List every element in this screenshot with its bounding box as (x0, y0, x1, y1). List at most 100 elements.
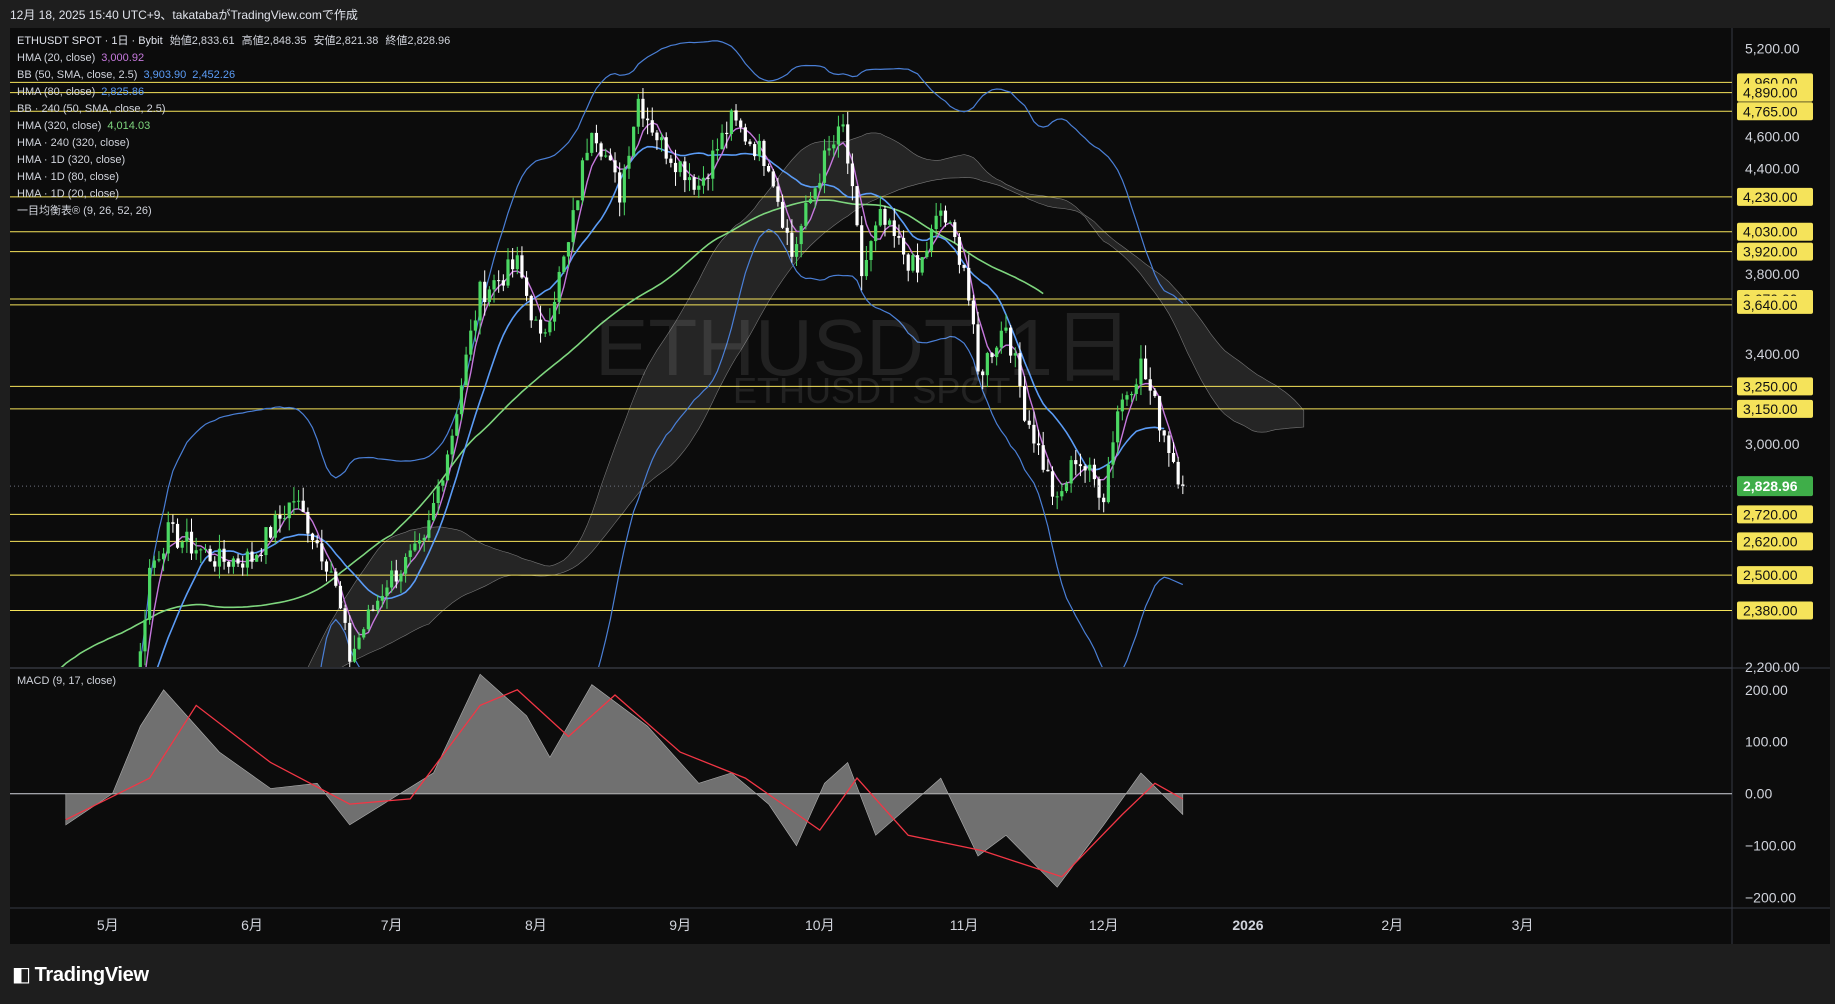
candle-body (632, 126, 636, 156)
indicator-row[interactable]: HMA (20, close) 3,000.92 (17, 50, 450, 67)
time-tick-label: 7月 (381, 917, 403, 933)
candle-body (1092, 464, 1096, 480)
indicator-label: 一目均衡表® (9, 26, 52, 26) (17, 205, 152, 217)
candle-body (566, 242, 571, 257)
candle-body (166, 522, 170, 554)
candle-body (469, 330, 473, 355)
candle-body (836, 126, 841, 145)
candle-body (264, 527, 268, 556)
candle-body (669, 158, 673, 163)
indicator-value: 3,903.90 (143, 69, 187, 81)
indicator-row[interactable]: HMA (320, close) 4,014.03 (17, 118, 450, 135)
candle-body (929, 229, 934, 251)
candle-body (762, 140, 766, 166)
indicator-row[interactable]: HMA (80, close) 2,825.86 (17, 84, 450, 101)
indicator-row[interactable]: HMA · 1D (20, close) (17, 186, 450, 203)
candle-body (241, 563, 245, 568)
candle-body (706, 177, 710, 179)
low-value: 2,821.38 (335, 35, 379, 47)
candle-body (767, 165, 771, 172)
indicator-row[interactable]: BB · 240 (50, SMA, close, 2.5) (17, 101, 450, 118)
candle-body (1097, 479, 1101, 498)
candle-body (306, 511, 310, 534)
time-tick-label: 3月 (1512, 917, 1534, 933)
candle-body (1022, 386, 1027, 421)
candle-body (427, 520, 431, 538)
candle-body (785, 227, 789, 233)
candle-body (413, 543, 417, 551)
candle-body (1176, 461, 1180, 485)
candle-body (1167, 435, 1171, 453)
time-tick-label: 10月 (805, 917, 835, 933)
candle-body (287, 502, 291, 519)
candle-body (911, 255, 915, 271)
candle-body (250, 551, 254, 562)
candle-body (827, 148, 831, 151)
indicator-label: HMA · 240 (320, close) (17, 137, 130, 149)
candle-body (217, 548, 222, 567)
candle-body (394, 570, 398, 582)
symbol-info[interactable]: ETHUSDT SPOT · 1日 · Bybit 始値2,833.61 高値2… (17, 35, 451, 47)
candle-body (417, 540, 422, 544)
candle-body (1074, 460, 1078, 465)
candle-body (720, 132, 724, 150)
candle-body (1055, 496, 1059, 498)
candle-body (376, 600, 380, 610)
candle-body (338, 585, 343, 609)
candle-body (492, 280, 496, 290)
candle-body (999, 330, 1003, 348)
candle-body (1111, 442, 1115, 465)
candle-body (520, 255, 524, 278)
candle-body (255, 554, 259, 562)
candle-body (1036, 443, 1041, 446)
candle-body (1064, 483, 1069, 492)
indicator-row[interactable]: HMA · 1D (80, close) (17, 169, 450, 186)
macd-signal-line (65, 689, 1184, 878)
symbol-watermark-sub: ETHUSDT SPOT (733, 370, 1011, 411)
candle-body (1116, 411, 1120, 443)
candle-body (557, 271, 561, 302)
indicator-row[interactable]: HMA · 1D (320, close) (17, 152, 450, 169)
level-label: 2,500.00 (1743, 567, 1798, 583)
candle-body (897, 235, 901, 238)
candle-body (990, 353, 994, 358)
candle-body (901, 237, 906, 255)
candle-body (301, 500, 305, 512)
price-tick-label: 4,400.00 (1745, 161, 1800, 177)
time-tick-label: 5月 (97, 917, 119, 933)
candle-body (292, 501, 296, 503)
time-tick-label: 9月 (669, 917, 691, 933)
candle-body (562, 256, 566, 272)
time-axis-bg (10, 908, 1732, 944)
candle-body (697, 185, 701, 190)
brand-name: TradingView (34, 964, 149, 986)
candle-body (580, 160, 585, 201)
candle-body (627, 155, 631, 169)
candle-body (808, 198, 813, 203)
chart-header: 12月 18, 2025 15:40 UTC+9、takatabaがTradin… (10, 8, 358, 22)
candle-body (641, 98, 645, 119)
candle-body (1181, 484, 1185, 487)
candle-body (231, 558, 235, 567)
candle-body (822, 150, 827, 183)
candle-body (799, 225, 803, 245)
candle-body (650, 120, 654, 133)
candle-body (431, 503, 436, 521)
candle-body (711, 150, 715, 179)
candle-body (613, 160, 617, 173)
tradingview-logo[interactable]: ◧ TradingView (12, 962, 149, 987)
candle-body (1069, 460, 1073, 484)
indicator-row[interactable]: HMA · 240 (320, close) (17, 135, 450, 152)
candle-body (608, 155, 612, 161)
candle-body (329, 571, 333, 573)
candle-body (692, 177, 696, 190)
last-price-label: 2,828.96 (1743, 478, 1798, 494)
indicator-value: 2,825.86 (101, 86, 145, 98)
candle-body (357, 637, 361, 649)
indicator-row[interactable]: BB (50, SMA, close, 2.5) 3,903.90 2,452.26 (17, 67, 450, 84)
macd-title: MACD (9, 17, close) (17, 675, 117, 687)
indicator-row[interactable]: 一目均衡表® (9, 26, 52, 26) (17, 203, 450, 220)
level-label: 4,230.00 (1743, 189, 1798, 205)
candle-body (138, 651, 142, 667)
